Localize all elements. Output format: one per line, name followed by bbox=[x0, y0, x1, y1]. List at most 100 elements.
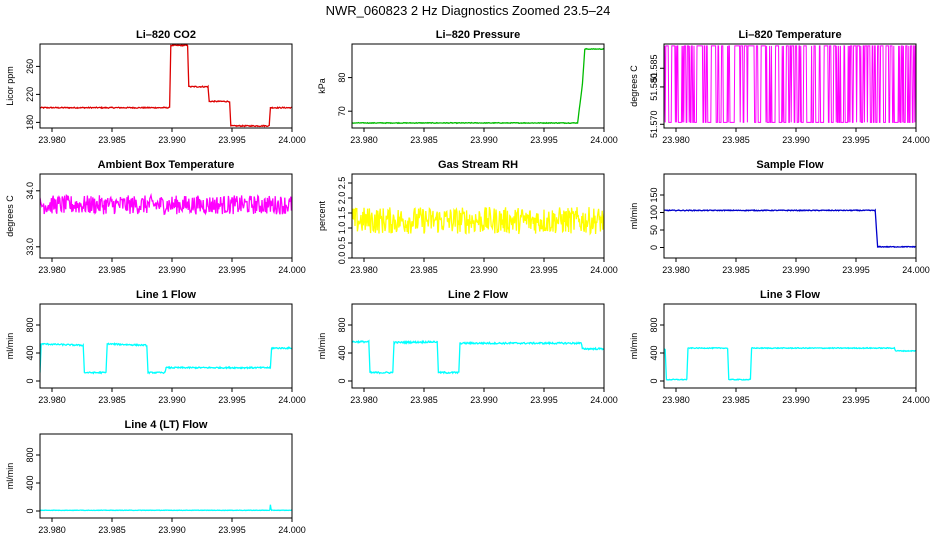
series-group bbox=[40, 504, 292, 512]
x-tick-label: 24.000 bbox=[278, 525, 306, 535]
data-series-line bbox=[40, 504, 292, 512]
y-axis-label: Licor ppm bbox=[5, 66, 15, 106]
x-tick-label: 23.980 bbox=[38, 265, 66, 275]
chart-title: Line 2 Flow bbox=[448, 289, 508, 301]
chart-panel-6: Sample Flow 23.980 23.985 23.990 23.995 24.00… bbox=[629, 159, 930, 275]
data-series-line bbox=[40, 342, 292, 375]
y-axis-label: degrees C bbox=[629, 65, 639, 107]
x-tick-label: 23.985 bbox=[722, 265, 750, 275]
x-tick-label: 23.990 bbox=[158, 135, 186, 145]
y-tick-label: 0 bbox=[25, 508, 35, 513]
y-tick-label: 260 bbox=[25, 59, 35, 74]
y-tick-label: 0 bbox=[25, 378, 35, 383]
y-tick-label: 33.0 bbox=[25, 238, 35, 256]
x-tick-label: 23.990 bbox=[158, 265, 186, 275]
chart-panel-5: Gas Stream RH 23.980 23.985 23.990 23.995 24.… bbox=[317, 159, 618, 275]
y-axis-label: percent bbox=[317, 200, 327, 231]
y-tick-label: 0 bbox=[649, 378, 659, 383]
y-tick-label: 1.0 bbox=[337, 222, 347, 235]
x-tick-label: 24.000 bbox=[278, 265, 306, 275]
x-tick-label: 23.985 bbox=[98, 395, 126, 405]
data-series-line bbox=[664, 45, 916, 123]
y-tick-label: 800 bbox=[25, 447, 35, 462]
y-tick-label: 400 bbox=[25, 475, 35, 490]
x-tick-label: 23.985 bbox=[98, 525, 126, 535]
x-tick-label: 23.990 bbox=[470, 265, 498, 275]
y-tick-label: 70 bbox=[337, 106, 347, 116]
figure-title: NWR_060823 2 Hz Diagnostics Zoomed 23.5–… bbox=[326, 3, 611, 18]
series-group bbox=[352, 47, 604, 125]
chart-panel-7: Line 1 Flow 23.980 23.985 23.990 23.995 24.00… bbox=[5, 289, 306, 405]
y-tick-label: 800 bbox=[337, 317, 347, 332]
y-tick-label: 0.0 bbox=[337, 252, 347, 265]
y-tick-label: 220 bbox=[25, 87, 35, 102]
chart-title: Ambient Box Temperature bbox=[98, 159, 235, 171]
y-tick-label: 100 bbox=[649, 205, 659, 220]
chart-title: Line 4 (LT) Flow bbox=[125, 419, 208, 431]
y-tick-label: 400 bbox=[25, 345, 35, 360]
x-tick-label: 23.995 bbox=[218, 395, 246, 405]
chart-panel-4: Ambient Box Temperature 23.980 23.985 23.99… bbox=[5, 159, 306, 275]
y-tick-label: 1.5 bbox=[337, 207, 347, 220]
x-tick-label: 23.995 bbox=[218, 265, 246, 275]
x-tick-label: 23.985 bbox=[98, 135, 126, 145]
x-tick-label: 23.995 bbox=[842, 395, 870, 405]
x-tick-label: 23.980 bbox=[350, 395, 378, 405]
y-tick-label: 34.0 bbox=[25, 182, 35, 200]
x-tick-label: 24.000 bbox=[278, 135, 306, 145]
x-tick-label: 23.980 bbox=[350, 265, 378, 275]
x-tick-label: 23.985 bbox=[410, 135, 438, 145]
y-axis-label: ml/min bbox=[317, 333, 327, 360]
y-axis-label: ml/min bbox=[5, 463, 15, 490]
plot-frame bbox=[39, 433, 293, 519]
y-tick-label: 2.5 bbox=[337, 177, 347, 190]
y-tick-label: 800 bbox=[25, 317, 35, 332]
x-tick-label: 23.980 bbox=[662, 135, 690, 145]
x-tick-label: 24.000 bbox=[902, 395, 930, 405]
chart-panel-10: Line 4 (LT) Flow 23.980 23.985 23.990 23.995… bbox=[5, 419, 306, 535]
y-tick-label: 150 bbox=[649, 187, 659, 202]
y-tick-label: 2.0 bbox=[337, 192, 347, 205]
chart-panel-2: Li–820 Pressure 23.980 23.985 23.990 23.995 2… bbox=[317, 29, 618, 145]
plot-frame bbox=[351, 173, 605, 259]
plot-frame bbox=[663, 173, 917, 259]
chart-title: Line 1 Flow bbox=[136, 289, 196, 301]
x-tick-label: 24.000 bbox=[278, 395, 306, 405]
y-tick-label: 0 bbox=[337, 378, 347, 383]
y-tick-label: 51.580 bbox=[649, 73, 659, 101]
x-tick-label: 23.990 bbox=[470, 135, 498, 145]
series-group bbox=[40, 44, 292, 128]
chart-title: Li–820 Pressure bbox=[436, 29, 520, 41]
x-tick-label: 23.995 bbox=[842, 265, 870, 275]
chart-title: Sample Flow bbox=[756, 159, 824, 171]
chart-title: Gas Stream RH bbox=[438, 159, 518, 171]
chart-panel-9: Line 3 Flow 23.980 23.985 23.990 23.995 24.00… bbox=[629, 289, 930, 405]
x-tick-label: 23.985 bbox=[98, 265, 126, 275]
series-group bbox=[352, 206, 604, 236]
x-tick-label: 24.000 bbox=[902, 265, 930, 275]
x-tick-label: 24.000 bbox=[590, 265, 618, 275]
data-series-line bbox=[664, 208, 916, 249]
x-tick-label: 23.990 bbox=[782, 395, 810, 405]
plot-frame bbox=[39, 43, 293, 129]
x-tick-label: 23.985 bbox=[410, 265, 438, 275]
x-tick-label: 23.990 bbox=[782, 265, 810, 275]
y-axis-label: ml/min bbox=[5, 333, 15, 360]
y-axis-label: ml/min bbox=[629, 203, 639, 230]
chart-title: Li–820 CO2 bbox=[136, 29, 196, 41]
plot-frame bbox=[351, 303, 605, 389]
data-series-line bbox=[352, 206, 604, 236]
chart-panel-1: Li–820 CO2 23.980 23.985 23.990 23.995 24.000… bbox=[5, 29, 306, 145]
data-series-line bbox=[40, 44, 292, 128]
y-tick-label: 400 bbox=[337, 345, 347, 360]
data-series-line bbox=[40, 192, 292, 216]
y-tick-label: 180 bbox=[25, 115, 35, 130]
x-tick-label: 23.980 bbox=[662, 265, 690, 275]
y-tick-label: 80 bbox=[337, 73, 347, 83]
x-tick-label: 23.980 bbox=[38, 525, 66, 535]
series-group bbox=[40, 342, 292, 375]
x-tick-label: 23.980 bbox=[350, 135, 378, 145]
plot-frame bbox=[663, 43, 917, 129]
x-tick-label: 24.000 bbox=[590, 135, 618, 145]
data-series-line bbox=[664, 346, 916, 381]
